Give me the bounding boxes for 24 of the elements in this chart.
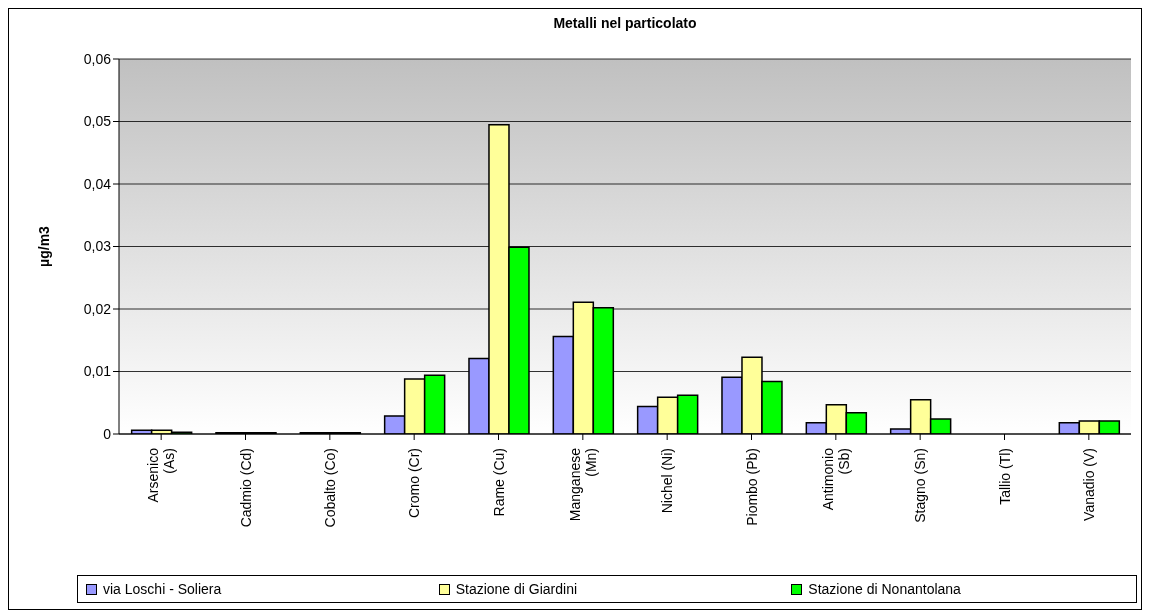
x-tick-label: Cadmio (Cd): [237, 448, 254, 528]
x-tick-label: Rame (Cu): [490, 448, 507, 517]
x-tick-label: Arsenico (As): [145, 447, 178, 503]
x-tick-label: Tallio (Tl): [996, 448, 1013, 505]
y-tick-label: 0,01: [83, 363, 112, 380]
y-tick-label: 0,06: [83, 50, 112, 67]
y-tick-label: 0: [103, 425, 112, 442]
legend-label: Stazione di Giardini: [455, 581, 578, 597]
x-tick-label: Piombo (Pb): [743, 448, 760, 526]
x-tick-label: Antimonio (Sb): [819, 447, 852, 511]
legend-label: via Loschi - Soliera: [103, 581, 222, 597]
y-tick-label: 0,02: [83, 300, 112, 317]
legend-label: Stazione di Nonantolana: [808, 581, 961, 597]
x-tick-label: Stagno (Sn): [912, 448, 929, 523]
y-tick-label: 0,05: [83, 113, 112, 130]
y-tick-label: 0,04: [83, 175, 112, 192]
x-tick-label: Cromo (Cr): [406, 448, 423, 518]
x-tick-label: Nichel (Ni): [659, 448, 676, 514]
chart-title: Metalli nel particolato: [552, 15, 698, 31]
x-tick-label: Cobalto (Co): [321, 448, 338, 528]
y-axis-title: µg/m3: [35, 225, 52, 267]
x-tick-label: Vanadio (V): [1080, 448, 1097, 521]
x-tick-label: Manganese (Mn): [566, 447, 599, 522]
y-tick-label: 0,03: [83, 238, 112, 255]
